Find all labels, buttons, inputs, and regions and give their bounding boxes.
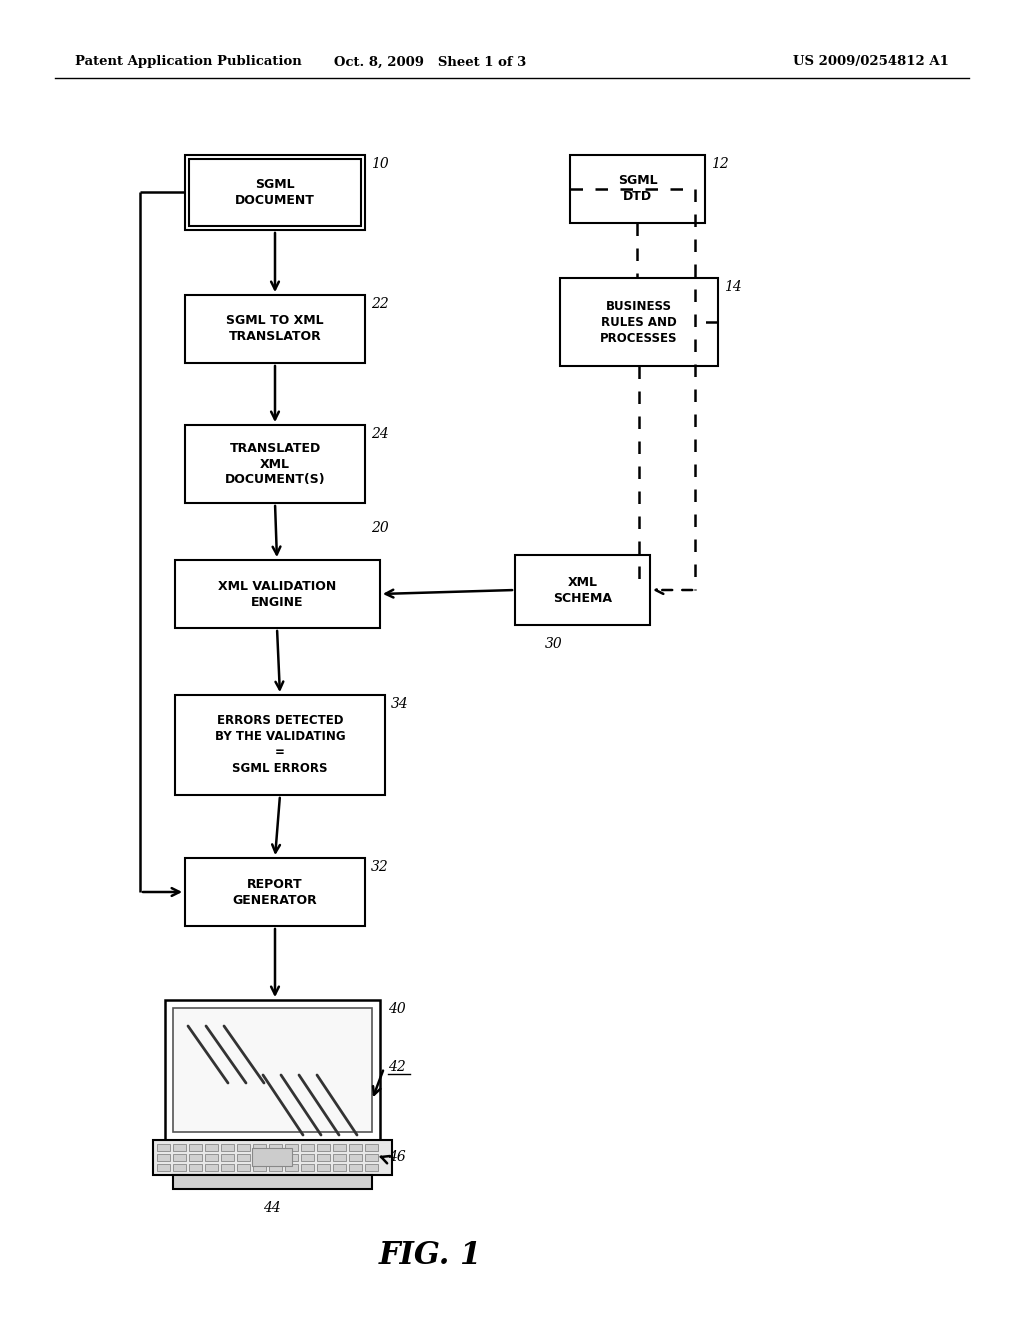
Bar	[157, 1164, 170, 1171]
Text: 34: 34	[391, 697, 409, 711]
Bar	[221, 1144, 234, 1151]
Text: 20: 20	[371, 521, 389, 535]
Text: 32: 32	[371, 861, 389, 874]
Text: XML
SCHEMA: XML SCHEMA	[553, 576, 612, 605]
Text: Oct. 8, 2009   Sheet 1 of 3: Oct. 8, 2009 Sheet 1 of 3	[334, 55, 526, 69]
Bar	[189, 1154, 202, 1162]
Bar	[301, 1154, 314, 1162]
Bar	[205, 1154, 218, 1162]
Bar	[237, 1144, 250, 1151]
Bar	[317, 1164, 330, 1171]
Bar	[205, 1164, 218, 1171]
Bar	[175, 560, 380, 628]
Bar	[189, 158, 361, 226]
Bar	[301, 1144, 314, 1151]
Text: 40: 40	[388, 1002, 406, 1016]
Bar	[269, 1164, 282, 1171]
Text: 46: 46	[388, 1150, 406, 1164]
Text: TRANSLATED
XML
DOCUMENT(S): TRANSLATED XML DOCUMENT(S)	[224, 441, 326, 487]
Bar	[157, 1154, 170, 1162]
Text: BUSINESS
RULES AND
PROCESSES: BUSINESS RULES AND PROCESSES	[600, 300, 678, 345]
Bar	[365, 1164, 378, 1171]
Bar	[301, 1164, 314, 1171]
Bar	[570, 154, 705, 223]
Bar	[317, 1154, 330, 1162]
Bar	[253, 1154, 266, 1162]
Text: 24: 24	[371, 426, 389, 441]
Bar	[173, 1144, 186, 1151]
Text: XML VALIDATION
ENGINE: XML VALIDATION ENGINE	[218, 579, 337, 609]
Text: REPORT
GENERATOR: REPORT GENERATOR	[232, 878, 317, 907]
Bar	[349, 1154, 362, 1162]
Bar	[189, 1144, 202, 1151]
Bar	[333, 1164, 346, 1171]
Bar	[185, 154, 365, 230]
Bar	[173, 1175, 372, 1189]
Bar	[157, 1144, 170, 1151]
Text: 42: 42	[388, 1060, 406, 1074]
Bar	[175, 696, 385, 795]
Text: 12: 12	[711, 157, 729, 172]
Bar	[269, 1154, 282, 1162]
Bar	[221, 1154, 234, 1162]
Bar	[285, 1144, 298, 1151]
Bar	[349, 1164, 362, 1171]
Bar	[205, 1144, 218, 1151]
Text: Patent Application Publication: Patent Application Publication	[75, 55, 302, 69]
Bar	[252, 1148, 292, 1166]
Bar	[173, 1164, 186, 1171]
Text: US 2009/0254812 A1: US 2009/0254812 A1	[794, 55, 949, 69]
Bar	[333, 1144, 346, 1151]
Bar	[515, 554, 650, 624]
Text: 14: 14	[724, 280, 741, 294]
Bar	[285, 1164, 298, 1171]
Bar	[173, 1154, 186, 1162]
Bar	[185, 425, 365, 503]
Bar	[333, 1154, 346, 1162]
Text: 10: 10	[371, 157, 389, 172]
Bar	[153, 1140, 392, 1175]
Bar	[365, 1144, 378, 1151]
Text: SGML
DOCUMENT: SGML DOCUMENT	[236, 178, 315, 207]
Bar	[189, 1164, 202, 1171]
Text: 44: 44	[263, 1201, 281, 1214]
Bar	[173, 1008, 372, 1133]
Bar	[317, 1144, 330, 1151]
Bar	[237, 1164, 250, 1171]
Bar	[560, 279, 718, 366]
Bar	[285, 1154, 298, 1162]
Bar	[221, 1164, 234, 1171]
Bar	[349, 1144, 362, 1151]
Text: ERRORS DETECTED
BY THE VALIDATING
=
SGML ERRORS: ERRORS DETECTED BY THE VALIDATING = SGML…	[215, 714, 345, 776]
Text: SGML
DTD: SGML DTD	[617, 174, 657, 203]
Text: SGML TO XML
TRANSLATOR: SGML TO XML TRANSLATOR	[226, 314, 324, 343]
Bar	[365, 1154, 378, 1162]
Bar	[165, 1001, 380, 1140]
Text: FIG. 1: FIG. 1	[379, 1239, 481, 1270]
Bar	[185, 858, 365, 927]
Bar	[253, 1144, 266, 1151]
Text: 22: 22	[371, 297, 389, 312]
Bar	[253, 1164, 266, 1171]
Text: 30: 30	[545, 638, 563, 651]
Bar	[237, 1154, 250, 1162]
Bar	[269, 1144, 282, 1151]
Bar	[185, 294, 365, 363]
